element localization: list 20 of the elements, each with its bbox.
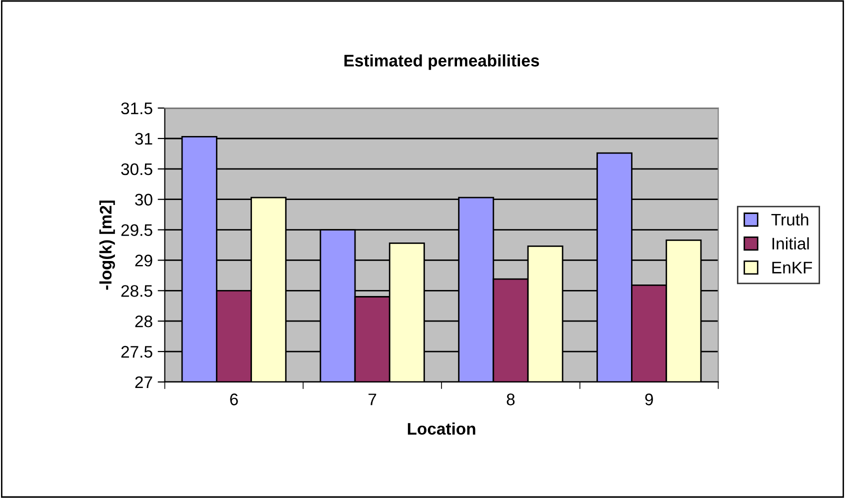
y-tick-label: 27 xyxy=(135,376,152,388)
y-tick-label: 28.5 xyxy=(121,285,152,297)
chart-title: Estimated permeabilities xyxy=(344,54,540,70)
legend-label: Initial xyxy=(772,237,809,250)
x-tick-label: 6 xyxy=(230,394,238,406)
y-tick-label: 31 xyxy=(135,132,152,145)
y-tick-label: 29 xyxy=(135,254,152,266)
y-tick-label: 29.5 xyxy=(121,224,152,236)
x-axis-title: Location xyxy=(408,422,476,435)
x-tick-label: 8 xyxy=(506,394,515,406)
y-tick-label: 28 xyxy=(135,316,152,328)
legend-label: EnKF xyxy=(772,262,812,274)
legend-label: Truth xyxy=(771,213,808,226)
y-axis-title: -log(k) [m2] xyxy=(99,200,115,290)
x-tick-label: 9 xyxy=(645,394,653,406)
y-tick-label: 30 xyxy=(135,194,152,206)
y-tick-label: 31.5 xyxy=(121,102,152,114)
y-tick-label: 27.5 xyxy=(121,346,152,358)
x-tick-label: 7 xyxy=(368,394,376,406)
y-tick-label: 30.5 xyxy=(121,163,152,176)
